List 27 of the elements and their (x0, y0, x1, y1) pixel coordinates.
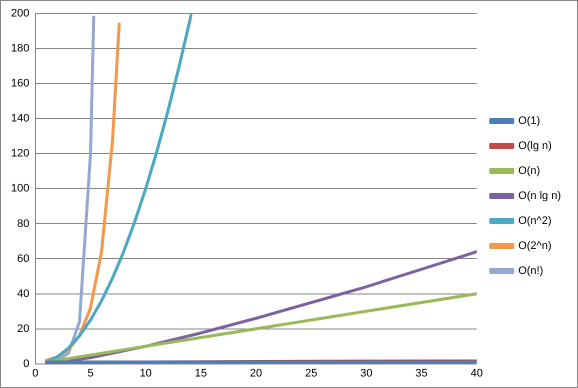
y-tick-label: 0 (23, 358, 30, 370)
x-tick-label: 15 (194, 367, 207, 380)
x-tick-label: 20 (250, 367, 262, 380)
y-tick-label: 40 (17, 288, 30, 300)
x-tick-label: 10 (140, 367, 152, 380)
y-tick-label: 100 (10, 182, 30, 195)
x-tick-label: 0 (32, 367, 38, 380)
y-tick-label: 200 (10, 8, 30, 20)
legend-label: O(1) (518, 115, 540, 128)
x-tick-label: 40 (470, 367, 483, 380)
x-tick-label: 35 (415, 367, 428, 380)
legend-label: O(n) (518, 165, 540, 178)
y-tick-label: 180 (10, 42, 30, 55)
legend-label: O(n!) (518, 265, 544, 278)
x-tick-label: 25 (305, 367, 318, 380)
legend-label: O(2^n) (518, 240, 552, 252)
y-tick-label: 160 (10, 78, 30, 90)
y-tick-label: 60 (17, 252, 30, 265)
y-tick-label: 80 (17, 218, 30, 230)
legend-label: O(n lg n) (518, 190, 562, 202)
y-tick-label: 120 (10, 148, 30, 160)
y-tick-label: 20 (17, 322, 30, 335)
x-tick-label: 30 (360, 367, 372, 380)
y-tick-label: 140 (10, 112, 30, 125)
legend-label: O(n^2) (518, 215, 552, 228)
legend-label: O(lg n) (518, 140, 552, 152)
x-tick-label: 5 (87, 367, 94, 380)
